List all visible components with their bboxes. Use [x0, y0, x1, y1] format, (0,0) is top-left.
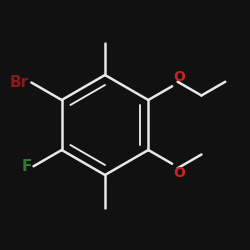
Text: F: F — [21, 159, 32, 174]
Text: Br: Br — [9, 75, 29, 90]
Text: O: O — [173, 70, 185, 84]
Text: O: O — [173, 166, 185, 180]
